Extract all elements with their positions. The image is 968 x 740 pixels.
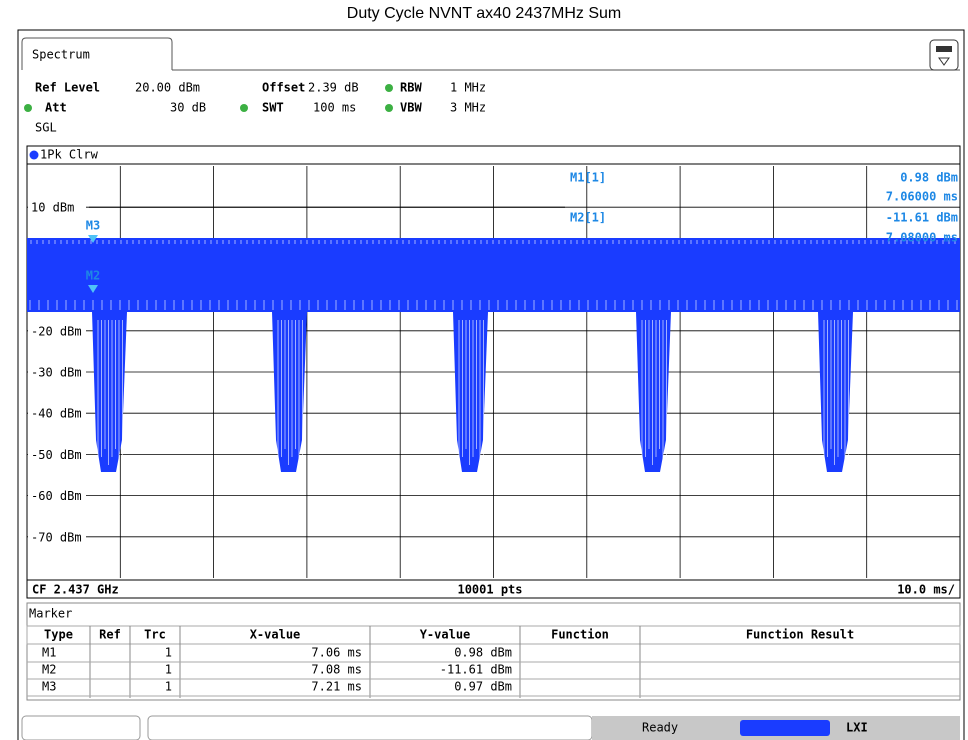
table-header: Y-value: [420, 628, 471, 642]
marker-readout: 7.06000 ms: [886, 190, 958, 204]
tab[interactable]: [21, 37, 173, 70]
lxi: LXI: [846, 721, 868, 735]
y-label-bg: [28, 364, 86, 380]
y-label-bg: [28, 199, 86, 216]
ref-level: 20.00 dBm: [135, 81, 200, 95]
table-header: X-value: [250, 628, 301, 642]
table-cell: -11.61 dBm: [440, 663, 512, 677]
y-axis-label: -50 dBm: [31, 448, 82, 462]
menu-icon-arrow: [938, 57, 950, 66]
swt: 100 ms: [313, 101, 356, 115]
table-cell: 0.98 dBm: [454, 646, 512, 660]
table-header: Ref: [99, 628, 121, 642]
marker-readout: 0.98 dBm: [900, 171, 958, 185]
center-freq: CF 2.437 GHz: [32, 583, 119, 597]
marker-readout: 7.08000 ms: [886, 231, 958, 245]
table-header: Function: [551, 628, 609, 642]
time-div: 10.0 ms/: [897, 583, 955, 597]
y-axis-label: -20 dBm: [31, 324, 82, 338]
marker-readout: M1[1]: [570, 171, 606, 185]
vbw: 3 MHz: [450, 101, 486, 115]
marker-table-frame: [26, 602, 961, 701]
y-axis-label: -30 dBm: [31, 366, 82, 380]
tab-label[interactable]: Spectrum: [32, 48, 90, 62]
y-label-bg: [28, 405, 86, 422]
offset: 2.39 dB: [308, 81, 359, 95]
plot-marker-label: M2: [86, 269, 100, 283]
title: Duty Cycle NVNT ax40 2437MHz Sum: [347, 5, 621, 22]
status-dot: [385, 104, 393, 112]
table-cell: 7.06 ms: [311, 646, 362, 660]
points: 10001 pts: [457, 583, 522, 597]
plot-marker: [88, 285, 98, 293]
trace-band: [27, 238, 960, 312]
y-label-bg: [28, 446, 86, 463]
att-label: Att: [45, 101, 67, 115]
y-axis-label: -40 dBm: [31, 407, 82, 421]
trace-dip: [272, 312, 307, 472]
marker-readout: M2[1]: [570, 211, 606, 225]
y-label-bg: [28, 528, 86, 545]
table-header: Type: [44, 628, 73, 642]
status-state: Ready: [642, 721, 678, 735]
trace-dip: [453, 312, 488, 472]
status-dot: [385, 84, 393, 92]
marker-readout: -11.61 dBm: [886, 211, 958, 225]
rbw-label: RBW: [400, 81, 422, 95]
status-dot: [240, 104, 248, 112]
trace-dip: [818, 312, 853, 472]
progress-bar: [740, 720, 830, 736]
att: 30 dB: [170, 101, 206, 115]
y-label-bg: [28, 487, 86, 504]
table-cell: 1: [165, 646, 172, 660]
trace-dip: [92, 312, 127, 472]
rbw: 1 MHz: [450, 81, 486, 95]
plot-marker: [88, 235, 98, 243]
menu-icon-glyph: [936, 46, 952, 52]
table-cell: 1: [165, 680, 172, 694]
plot-marker-label: M3: [86, 219, 100, 233]
vbw-label: VBW: [400, 101, 422, 115]
table-header-bg: [26, 625, 961, 645]
table-cell: 7.21 ms: [311, 680, 362, 694]
ref-level-label: Ref Level: [35, 81, 100, 95]
table-cell: M3: [42, 680, 56, 694]
marker-table-title: Marker: [29, 607, 72, 621]
y-axis-label: 10 dBm: [31, 201, 74, 215]
offset-label: Offset: [262, 81, 305, 95]
table-cell: M1: [42, 646, 56, 660]
y-axis-label: -70 dBm: [31, 530, 82, 544]
table-cell: 7.08 ms: [311, 663, 362, 677]
input-field[interactable]: [147, 715, 593, 740]
table-cell: M2: [42, 663, 56, 677]
y-label-bg: [28, 322, 86, 339]
swt-label: SWT: [262, 101, 284, 115]
table-cell: 1: [165, 663, 172, 677]
trace-label: 1Pk Clrw: [40, 148, 99, 162]
mode: SGL: [35, 121, 57, 135]
table-header: Function Result: [746, 628, 854, 642]
table-header: Trc: [144, 628, 166, 642]
trace-dot: [29, 150, 39, 160]
softkey[interactable]: [21, 715, 141, 740]
y-axis-label: -60 dBm: [31, 489, 82, 503]
trace-dip: [636, 312, 671, 472]
status-dot: [24, 104, 32, 112]
table-cell: 0.97 dBm: [454, 680, 512, 694]
